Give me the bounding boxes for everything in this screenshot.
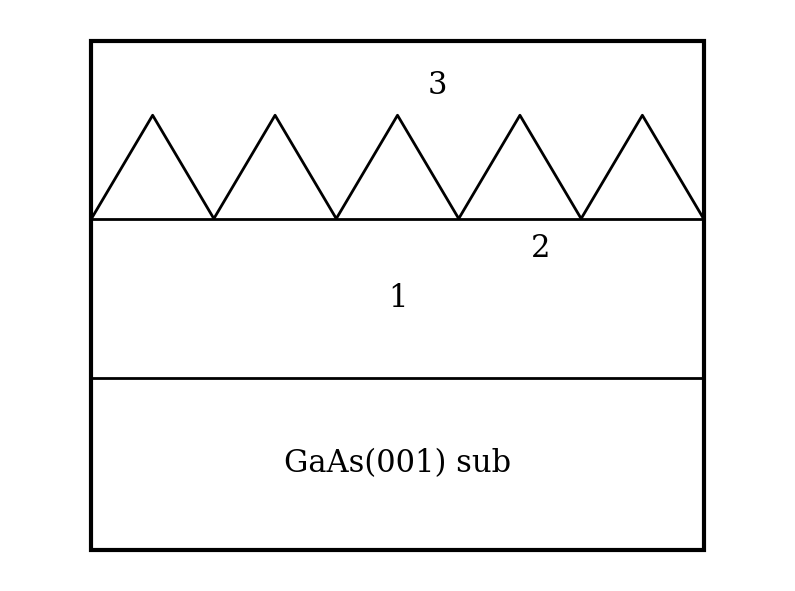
Bar xyxy=(91,41,704,550)
Text: 1: 1 xyxy=(388,283,407,314)
Text: 2: 2 xyxy=(531,233,550,264)
Text: GaAs(001) sub: GaAs(001) sub xyxy=(284,449,511,479)
Text: 3: 3 xyxy=(428,70,447,101)
